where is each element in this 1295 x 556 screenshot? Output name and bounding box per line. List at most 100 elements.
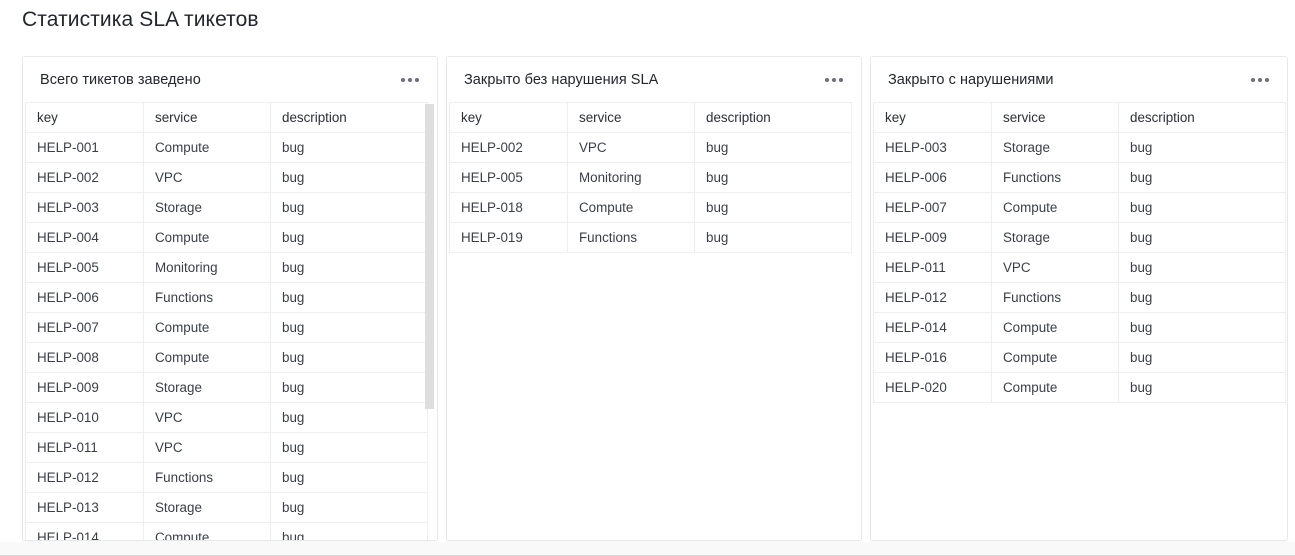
cell-service: Compute xyxy=(143,522,271,540)
cell-service: Functions xyxy=(991,282,1119,313)
column-header-service[interactable]: service xyxy=(991,102,1119,133)
cell-description: bug xyxy=(270,222,428,253)
cell-key: HELP-002 xyxy=(449,132,568,163)
column-header-service[interactable]: service xyxy=(143,102,271,133)
panel-total-tickets: Всего тикетов заведено key service xyxy=(22,56,438,541)
cell-key: HELP-006 xyxy=(25,282,144,313)
table-row[interactable]: HELP-008 Compute bug xyxy=(25,342,428,373)
cell-key: HELP-012 xyxy=(873,282,992,313)
table-row[interactable]: HELP-007 Compute bug xyxy=(25,312,428,343)
table-row[interactable]: HELP-020 Compute bug xyxy=(873,372,1286,403)
table-row[interactable]: HELP-004 Compute bug xyxy=(25,222,428,253)
cell-description: bug xyxy=(1118,312,1286,343)
cell-description: bug xyxy=(270,192,428,223)
cell-service: VPC xyxy=(991,252,1119,283)
table-row[interactable]: HELP-002 VPC bug xyxy=(25,162,428,193)
cell-description: bug xyxy=(1118,222,1286,253)
panel-title: Закрыто с нарушениями xyxy=(888,71,1054,88)
table-scroll-area[interactable]: key service description HELP-003 Storage b… xyxy=(873,102,1287,540)
cell-service: Compute xyxy=(991,372,1119,403)
cell-description: bug xyxy=(270,462,428,493)
cell-description: bug xyxy=(270,132,428,163)
cell-description: bug xyxy=(270,402,428,433)
cell-service: Monitoring xyxy=(143,252,271,283)
table-row[interactable]: HELP-006 Functions bug xyxy=(25,282,428,313)
cell-service: Storage xyxy=(143,492,271,523)
cell-service: Compute xyxy=(991,312,1119,343)
table-row[interactable]: HELP-007 Compute bug xyxy=(873,192,1286,223)
ellipsis-dot xyxy=(832,77,836,82)
cell-key: HELP-011 xyxy=(873,252,992,283)
column-header-key[interactable]: key xyxy=(873,102,992,133)
ellipsis-horizontal-icon[interactable] xyxy=(1247,72,1273,88)
cell-key: HELP-014 xyxy=(873,312,992,343)
table-row[interactable]: HELP-003 Storage bug xyxy=(25,192,428,223)
table-row[interactable]: HELP-005 Monitoring bug xyxy=(449,162,852,193)
cell-key: HELP-008 xyxy=(25,342,144,373)
cell-description: bug xyxy=(1118,372,1286,403)
table-row[interactable]: HELP-006 Functions bug xyxy=(873,162,1286,193)
ellipsis-dot xyxy=(415,77,419,82)
column-header-description[interactable]: description xyxy=(270,102,428,133)
cell-service: Compute xyxy=(991,342,1119,373)
table-row[interactable]: HELP-011 VPC bug xyxy=(873,252,1286,283)
table-row[interactable]: HELP-010 VPC bug xyxy=(25,402,428,433)
cell-key: HELP-013 xyxy=(25,492,144,523)
cell-description: bug xyxy=(270,282,428,313)
vertical-scrollbar[interactable] xyxy=(425,102,434,540)
cell-key: HELP-019 xyxy=(449,222,568,253)
panel-body: key service description HELP-003 Storage b… xyxy=(871,102,1287,540)
cell-key: HELP-018 xyxy=(449,192,568,223)
table-row[interactable]: HELP-005 Monitoring bug xyxy=(25,252,428,283)
panel-header: Закрыто без нарушения SLA xyxy=(447,57,861,102)
table-row[interactable]: HELP-012 Functions bug xyxy=(25,462,428,493)
cell-key: HELP-020 xyxy=(873,372,992,403)
cell-service: Monitoring xyxy=(567,162,695,193)
table-row[interactable]: HELP-001 Compute bug xyxy=(25,132,428,163)
cell-key: HELP-016 xyxy=(873,342,992,373)
cell-service: Compute xyxy=(991,192,1119,223)
panel-body: key service description HELP-002 VPC bug HE… xyxy=(447,102,861,540)
column-header-description[interactable]: description xyxy=(694,102,852,133)
ellipsis-horizontal-icon[interactable] xyxy=(397,72,423,88)
table-header-row: key service description xyxy=(873,102,1286,133)
ellipsis-horizontal-icon[interactable] xyxy=(821,72,847,88)
panel-body: key service description HELP-001 Compute b… xyxy=(23,102,437,540)
cell-key: HELP-002 xyxy=(25,162,144,193)
cell-description: bug xyxy=(694,192,852,223)
column-header-service[interactable]: service xyxy=(567,102,695,133)
cell-service: Functions xyxy=(991,162,1119,193)
table-row[interactable]: HELP-018 Compute bug xyxy=(449,192,852,223)
panel-closed-within-sla: Закрыто без нарушения SLA key service xyxy=(446,56,862,541)
cell-description: bug xyxy=(270,312,428,343)
cell-key: HELP-009 xyxy=(873,222,992,253)
column-header-key[interactable]: key xyxy=(449,102,568,133)
table-scroll-area[interactable]: key service description HELP-002 VPC bug HE… xyxy=(449,102,861,540)
table-row[interactable]: HELP-013 Storage bug xyxy=(25,492,428,523)
table-scroll-area[interactable]: key service description HELP-001 Compute b… xyxy=(25,102,437,540)
cell-service: Compute xyxy=(143,342,271,373)
cell-description: bug xyxy=(1118,342,1286,373)
table-row[interactable]: HELP-019 Functions bug xyxy=(449,222,852,253)
column-header-key[interactable]: key xyxy=(25,102,144,133)
table-row[interactable]: HELP-009 Storage bug xyxy=(25,372,428,403)
table-row[interactable]: HELP-009 Storage bug xyxy=(873,222,1286,253)
table-header-row: key service description xyxy=(25,102,428,133)
scrollbar-thumb[interactable] xyxy=(425,104,434,409)
column-header-description[interactable]: description xyxy=(1118,102,1286,133)
table-row[interactable]: HELP-014 Compute bug xyxy=(25,522,428,540)
cell-service: Storage xyxy=(143,192,271,223)
table-body: HELP-003 Storage bug HELP-006 Functions bug HE… xyxy=(873,132,1286,403)
cell-description: bug xyxy=(694,162,852,193)
cell-service: VPC xyxy=(143,162,271,193)
cell-description: bug xyxy=(694,222,852,253)
table-row[interactable]: HELP-016 Compute bug xyxy=(873,342,1286,373)
cell-key: HELP-004 xyxy=(25,222,144,253)
table-row[interactable]: HELP-003 Storage bug xyxy=(873,132,1286,163)
cell-key: HELP-005 xyxy=(449,162,568,193)
table-row[interactable]: HELP-014 Compute bug xyxy=(873,312,1286,343)
table-row[interactable]: HELP-012 Functions bug xyxy=(873,282,1286,313)
table-row[interactable]: HELP-011 VPC bug xyxy=(25,432,428,463)
table-row[interactable]: HELP-002 VPC bug xyxy=(449,132,852,163)
cell-description: bug xyxy=(1118,132,1286,163)
